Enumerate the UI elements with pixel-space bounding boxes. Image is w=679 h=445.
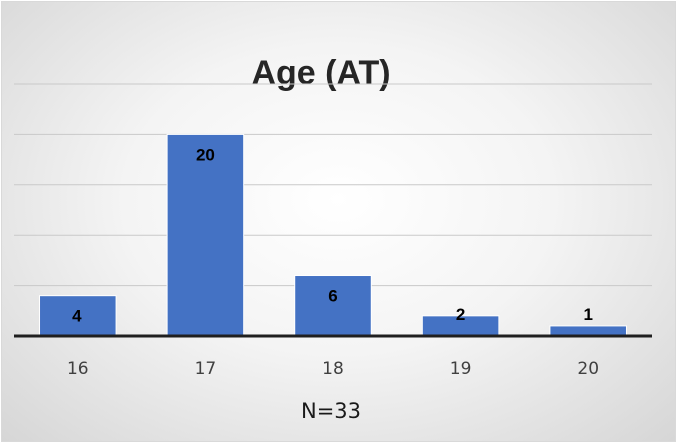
gridlines: [14, 83, 652, 287]
data-label: 1: [583, 305, 592, 324]
x-tick-label: 19: [450, 359, 472, 379]
x-tick-label: 20: [577, 359, 599, 379]
sample-size-annotation: N=33: [301, 399, 361, 423]
x-tick-label: 18: [322, 359, 344, 379]
x-tick-label: 17: [195, 359, 217, 379]
chart-title: Age (AT): [251, 54, 390, 92]
x-tick-label: 16: [67, 359, 89, 379]
bar-17: [166, 133, 245, 337]
data-label: 6: [328, 287, 337, 306]
x-axis-ticks: 16 17 18 19 20: [67, 359, 599, 379]
data-label: 20: [196, 145, 215, 164]
bar-20: [549, 325, 627, 337]
bars: [39, 133, 627, 337]
data-label: 2: [456, 305, 465, 324]
bar-18: [294, 275, 372, 337]
data-labels: 4 20 6 2 1: [72, 145, 593, 325]
data-label: 4: [72, 307, 82, 326]
